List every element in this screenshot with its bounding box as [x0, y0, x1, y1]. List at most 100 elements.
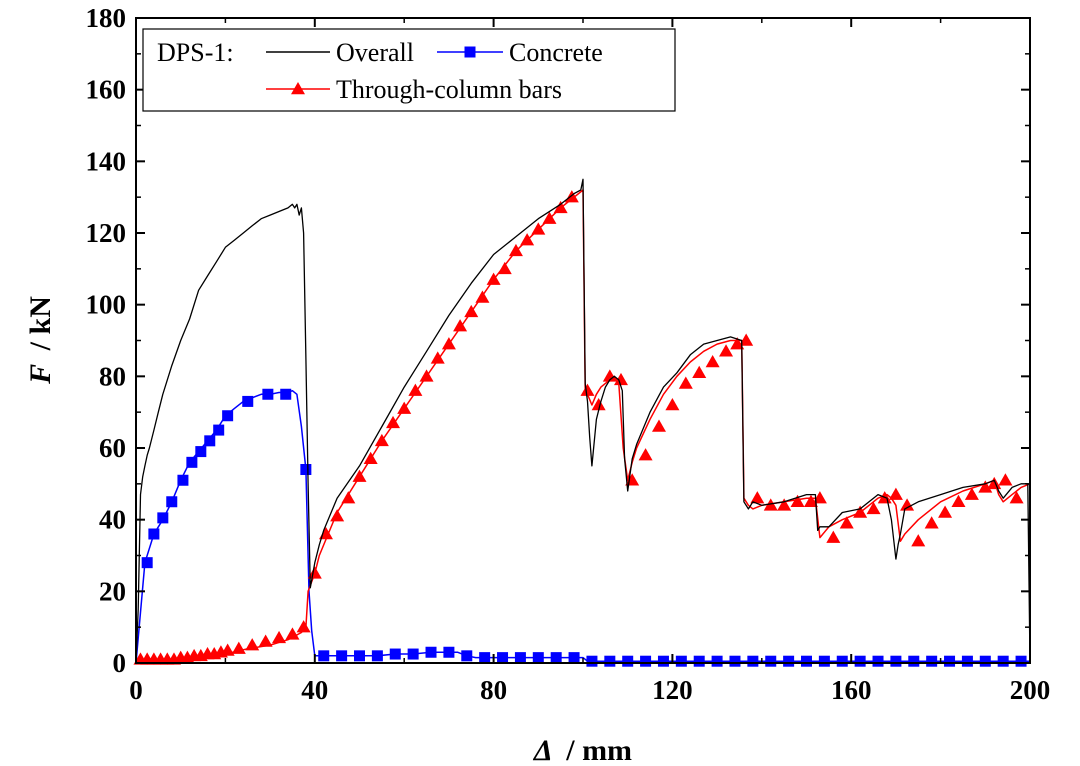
y-tick-label: 40 [99, 505, 126, 535]
data-point-concrete [818, 655, 830, 667]
data-point-through-column-bars [730, 337, 745, 350]
data-point-concrete [204, 435, 216, 447]
data-point-concrete [747, 655, 759, 667]
data-point-concrete [550, 652, 562, 664]
plot-frame [135, 17, 1031, 664]
data-point-concrete [141, 557, 153, 569]
x-tick-label: 80 [480, 675, 507, 705]
data-point-concrete [213, 424, 225, 436]
axes: 0 40 80 120 160 200 0 20 40 60 80 100 120 140 160 180 [86, 3, 1051, 705]
data-point-through-column-bars [258, 634, 273, 647]
data-point-concrete [675, 655, 687, 667]
series-line-overall [135, 178, 1031, 664]
data-point-through-column-bars [272, 630, 287, 644]
data-point-through-column-bars [497, 261, 512, 275]
series-overall [135, 178, 1031, 664]
data-point-through-column-bars [430, 351, 445, 364]
data-point-through-column-bars [964, 487, 979, 500]
data-point-through-column-bars [553, 200, 568, 214]
data-point-through-column-bars [938, 505, 953, 518]
plot-area [133, 178, 1031, 667]
data-point-through-column-bars [341, 491, 356, 504]
data-point-through-column-bars [602, 369, 617, 382]
data-point-concrete [729, 655, 741, 667]
data-point-concrete [568, 652, 580, 664]
data-point-through-column-bars [678, 376, 693, 389]
data-point-concrete [640, 655, 652, 667]
x-tick-label: 160 [831, 675, 872, 705]
data-point-concrete [186, 456, 198, 468]
data-point-concrete [890, 655, 902, 667]
y-tick-label: 60 [99, 433, 126, 463]
data-point-through-column-bars [296, 620, 311, 633]
data-point-through-column-bars [888, 487, 903, 500]
data-point-concrete [1015, 655, 1027, 667]
data-point-through-column-bars [453, 319, 468, 332]
legend-label-through-column-bars: Through-column bars [336, 75, 562, 104]
series-line-through-column-bars [135, 189, 1031, 664]
data-point-through-column-bars [591, 398, 606, 411]
data-point-concrete [765, 655, 777, 667]
data-point-through-column-bars [911, 534, 926, 547]
data-point-through-column-bars [441, 337, 456, 350]
data-point-through-column-bars [231, 641, 246, 654]
data-point-through-column-bars [220, 643, 235, 656]
data-point-through-column-bars [719, 344, 734, 357]
data-point-through-column-bars [307, 566, 322, 579]
data-point-concrete [300, 464, 312, 475]
x-tick-label: 120 [652, 675, 693, 705]
data-point-concrete [157, 512, 169, 524]
data-point-through-column-bars [542, 211, 557, 224]
data-point-through-column-bars [363, 451, 378, 464]
y-tick-label: 140 [86, 146, 127, 176]
data-point-concrete [195, 446, 207, 458]
legend: DPS-1: Overall Concrete Through-column bar… [142, 28, 676, 112]
series-line-concrete [135, 389, 1030, 664]
data-point-concrete [872, 655, 884, 667]
data-point-through-column-bars [924, 516, 939, 529]
data-point-through-column-bars [464, 304, 479, 318]
data-point-through-column-bars [580, 383, 595, 396]
data-point-through-column-bars [803, 494, 818, 507]
data-point-through-column-bars [245, 638, 260, 651]
data-point-through-column-bars [613, 372, 628, 386]
y-tick-label: 120 [86, 218, 127, 248]
data-point-concrete [371, 650, 383, 662]
data-point-concrete [586, 655, 598, 667]
data-point-through-column-bars [386, 415, 401, 429]
data-point-concrete [604, 655, 616, 667]
data-point-through-column-bars [705, 355, 720, 368]
data-point-concrete [514, 652, 526, 664]
data-point-through-column-bars [638, 448, 653, 461]
y-tick-label: 180 [86, 3, 127, 33]
data-point-concrete [836, 655, 848, 667]
data-point-concrete [222, 410, 234, 422]
data-point-through-column-bars [790, 494, 805, 507]
data-point-through-column-bars [475, 290, 490, 303]
data-point-through-column-bars [978, 480, 993, 493]
data-point-through-column-bars [408, 383, 423, 396]
data-point-through-column-bars [374, 433, 389, 447]
data-point-through-column-bars [330, 509, 345, 522]
y-tick-label: 0 [113, 648, 127, 678]
data-point-through-column-bars [520, 233, 535, 246]
data-point-concrete [177, 474, 189, 486]
data-point-through-column-bars [665, 398, 680, 411]
data-point-concrete [926, 655, 938, 667]
data-point-through-column-bars [651, 419, 666, 432]
data-point-concrete [318, 650, 330, 662]
y-axis-label: F / kN [24, 296, 57, 385]
legend-marker-concrete [464, 46, 476, 58]
y-tick-label: 20 [99, 576, 126, 606]
data-point-concrete [711, 655, 723, 667]
data-point-through-column-bars [777, 498, 792, 511]
data-point-concrete [657, 655, 669, 667]
data-point-through-column-bars [692, 365, 707, 378]
data-point-through-column-bars [987, 476, 1002, 490]
data-point-through-column-bars [900, 498, 915, 511]
legend-items: Overall Concrete Through-column bars [266, 38, 603, 104]
data-point-concrete [961, 655, 973, 667]
data-point-through-column-bars [285, 627, 300, 640]
data-point-through-column-bars [866, 501, 881, 515]
x-axis-label: Δ / mm [533, 734, 632, 766]
